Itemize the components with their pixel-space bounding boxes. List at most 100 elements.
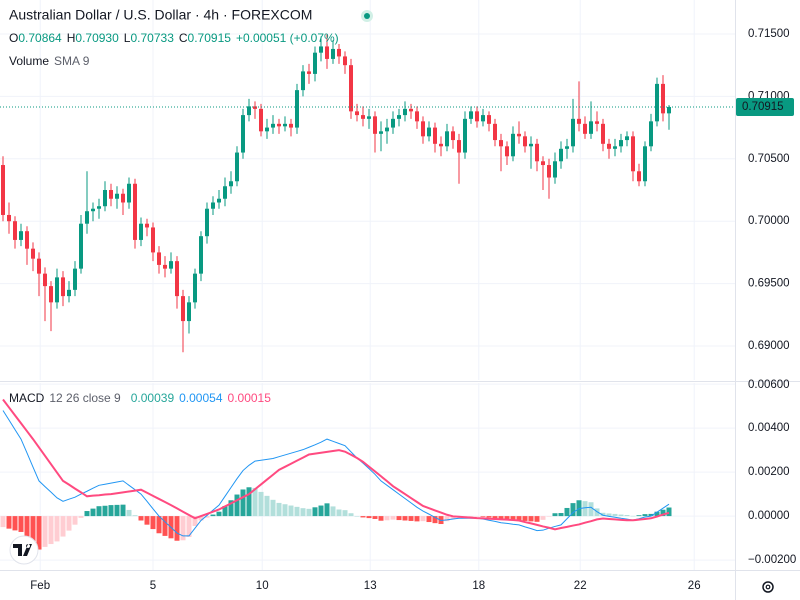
histogram-bar xyxy=(300,508,306,517)
candle-body xyxy=(259,108,263,132)
candle-body xyxy=(409,108,413,112)
histogram-bar xyxy=(240,489,246,517)
histogram-bar xyxy=(6,516,12,529)
histogram-bar xyxy=(54,516,60,542)
candle-body xyxy=(505,146,509,157)
histogram-bar xyxy=(246,487,252,517)
candle-body xyxy=(187,302,191,322)
histogram-bar xyxy=(510,516,516,521)
histogram-bar xyxy=(66,516,72,531)
histogram-bar xyxy=(180,516,186,541)
candle-body xyxy=(121,193,125,203)
candle-body xyxy=(73,268,77,290)
candle-body xyxy=(373,116,377,134)
histogram-bar xyxy=(162,516,168,536)
histogram-bar xyxy=(432,516,438,524)
candle-body xyxy=(349,65,353,112)
candle-body xyxy=(613,146,617,149)
x-tick-label: 18 xyxy=(472,580,485,592)
histogram-bar xyxy=(582,501,588,517)
gear-ring xyxy=(762,581,774,593)
candle-body xyxy=(589,121,593,134)
candle-body xyxy=(193,273,197,303)
candle-body xyxy=(139,223,143,240)
histogram-bar xyxy=(366,516,372,519)
axes: 0.715000.710000.705000.700000.695000.690… xyxy=(30,28,796,592)
histogram-bar xyxy=(108,505,114,517)
last-price-badge xyxy=(736,97,794,116)
histogram-bar xyxy=(552,513,558,517)
histogram-bar xyxy=(0,516,6,528)
candle-body xyxy=(355,111,359,116)
symbol-title: Australian Dollar / U.S. Dollar · 4h · F… xyxy=(9,7,312,23)
candle-body xyxy=(319,46,323,53)
histogram-bar xyxy=(198,516,204,521)
histogram-bar xyxy=(600,512,606,517)
histogram-bar xyxy=(192,516,198,526)
candle-body xyxy=(7,214,11,222)
candle-body xyxy=(553,161,557,178)
signal-line xyxy=(2,398,670,531)
macd-legend-value: 0.00015 xyxy=(228,391,272,405)
candle-body xyxy=(175,261,179,297)
candle-body xyxy=(49,286,53,303)
histogram-bar xyxy=(222,505,228,517)
y-tick-label: 0.00000 xyxy=(748,510,790,522)
histogram-bar xyxy=(546,516,552,517)
candle-body xyxy=(301,71,305,91)
histogram-bar xyxy=(48,516,54,545)
histogram-bar xyxy=(156,516,162,534)
last-price-label: 0.70915 xyxy=(742,101,784,113)
candle-body xyxy=(253,106,257,109)
ohlc-key: H xyxy=(67,31,76,45)
histogram-bar xyxy=(564,507,570,517)
candle-body xyxy=(487,115,491,124)
candle-body xyxy=(667,106,671,114)
ohlc-value: 0.70864 xyxy=(18,31,62,45)
candle-body xyxy=(133,183,137,240)
candle-body xyxy=(313,52,317,74)
histogram-bar xyxy=(642,514,648,517)
candle-body xyxy=(307,71,311,74)
candle-body xyxy=(439,143,443,147)
x-tick-label: 13 xyxy=(364,580,377,592)
histogram-bar xyxy=(144,516,150,525)
ohlc-key: L xyxy=(124,31,131,45)
logo-badge xyxy=(9,535,39,565)
histogram-bar xyxy=(114,504,120,517)
histogram-bar xyxy=(414,516,420,522)
histogram-bar xyxy=(558,513,564,517)
candle-body xyxy=(55,277,59,303)
ohlc-value: 0.70733 xyxy=(130,31,174,45)
candle-body xyxy=(367,116,371,119)
tradingview-logo[interactable] xyxy=(9,535,39,565)
candle-body xyxy=(511,133,515,157)
candle-body xyxy=(67,289,71,297)
candle-body xyxy=(283,123,287,127)
ohlc-value: 0.70930 xyxy=(75,31,119,45)
histogram-bar xyxy=(540,516,546,520)
y-tick-label: 0.71500 xyxy=(748,28,790,40)
y-tick-label: 0.00400 xyxy=(748,422,790,434)
histogram-bar xyxy=(516,516,522,521)
candle-body xyxy=(235,152,239,182)
candle-body xyxy=(1,165,5,215)
histogram-bar xyxy=(258,491,264,517)
histogram-bar xyxy=(210,514,216,517)
candle-body xyxy=(463,118,467,153)
histogram-bar xyxy=(390,516,396,520)
histogram-bar xyxy=(306,508,312,517)
candle-body xyxy=(289,123,293,128)
market-status-dot xyxy=(364,13,370,19)
settings-button[interactable] xyxy=(762,581,774,593)
candle-body xyxy=(217,198,221,203)
candle-body xyxy=(475,111,479,122)
y-tick-label: 0.70000 xyxy=(748,215,790,227)
candle-body xyxy=(565,146,569,149)
candle-body xyxy=(37,258,41,274)
candle-body xyxy=(493,123,497,141)
histogram-bar xyxy=(336,509,342,517)
candle-body xyxy=(625,136,629,141)
macd-params: 12 26 close 9 xyxy=(49,391,121,405)
histogram-bar xyxy=(270,499,276,517)
